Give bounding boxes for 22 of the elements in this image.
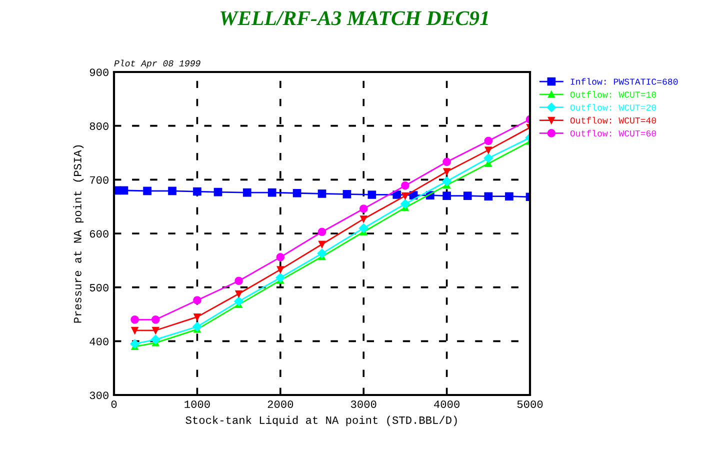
- y-tick-label: 300: [90, 392, 108, 400]
- legend-label: Outflow: WCUT=10: [570, 91, 656, 98]
- text: Plot Apr 08 1999: [114, 60, 200, 68]
- y-tick-label: 800: [90, 122, 108, 130]
- x-axis-title: Stock-tank Liquid at NA point (STD.BBL/D): [186, 416, 457, 426]
- legend-label: Outflow: WCUT=40: [570, 116, 656, 124]
- y-tick-label: 600: [90, 230, 108, 238]
- y-axis-title: Pressure at NA point (PSIA): [73, 145, 84, 323]
- x-tick-label: 4000: [434, 400, 460, 408]
- x-tick-label: 5000: [517, 400, 543, 408]
- legend-label: Inflow: PWSTATIC=680: [570, 78, 678, 85]
- x-tick-label: 2000: [268, 400, 294, 408]
- legend-label: Outflow: WCUT=60: [570, 130, 656, 136]
- y-tick-label: 700: [90, 176, 108, 184]
- legend-label: Outflow: WCUT=20: [570, 104, 656, 111]
- y-tick-label: 500: [90, 284, 108, 292]
- y-tick-label: 400: [90, 338, 108, 346]
- x-tick-label: 3000: [350, 400, 376, 408]
- y-tick-label: 900: [90, 68, 108, 76]
- chart-title: WELL/RF-A3 MATCH DEC91: [220, 11, 488, 26]
- x-tick-label: 0: [111, 400, 117, 408]
- x-tick-label: 1000: [184, 400, 210, 408]
